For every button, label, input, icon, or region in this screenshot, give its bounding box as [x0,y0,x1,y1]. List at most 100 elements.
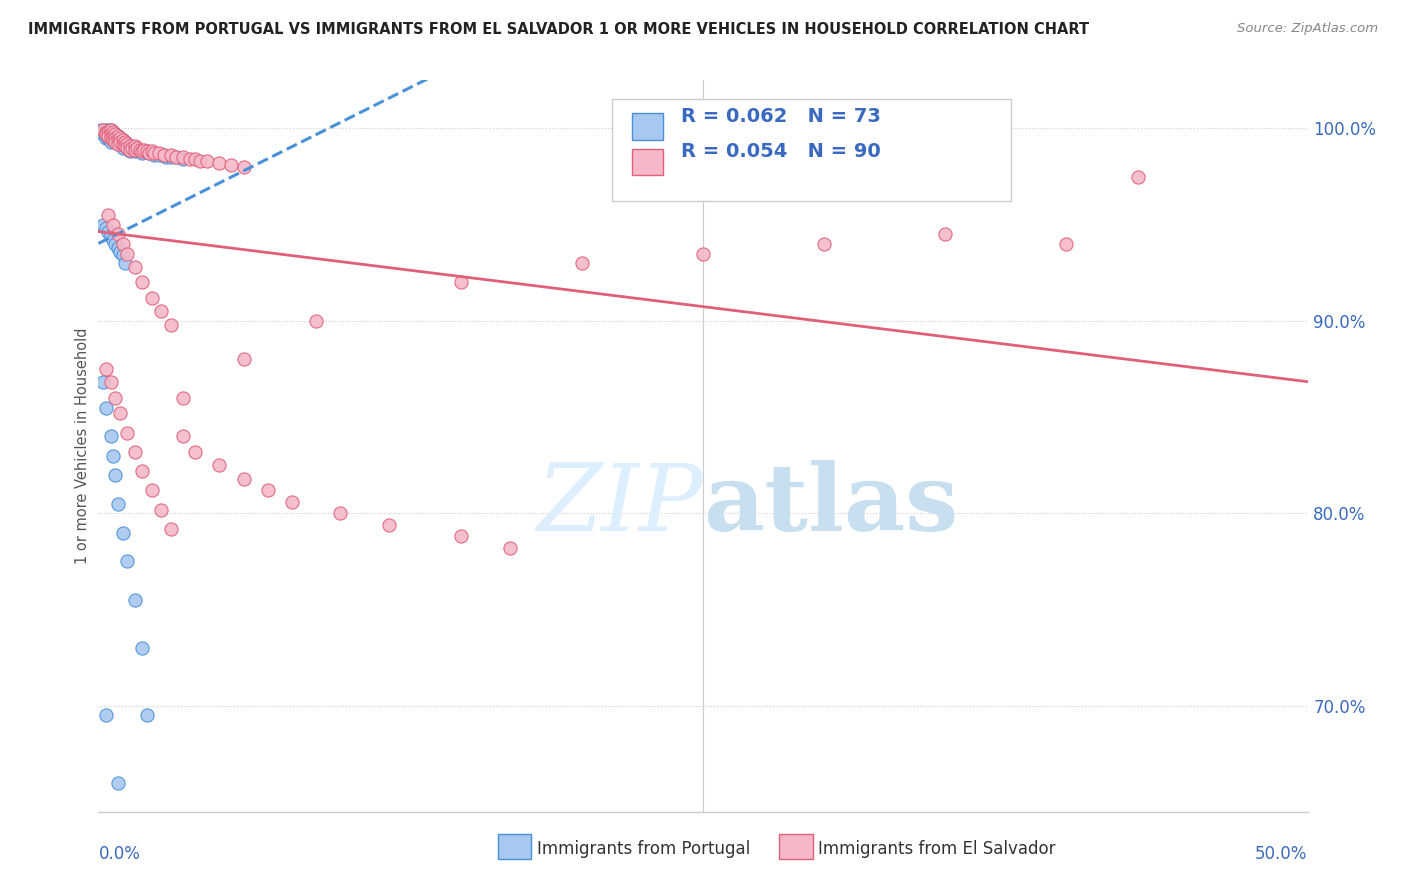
Point [104,127,127,141]
Point [131,276,153,290]
Text: R = 0.062   N = 73: R = 0.062 N = 73 [682,107,882,126]
Y-axis label: 1 or more Vehicles in Household: 1 or more Vehicles in Household [75,327,90,565]
Point [195,154,218,169]
Point [101,129,124,144]
Point [131,641,153,656]
Point [94,127,117,141]
Point [111,248,134,262]
Text: 50.0%: 50.0% [1256,845,1308,863]
Point [124,444,146,458]
Point [114,256,136,270]
Point [94,221,117,235]
Point [104,467,127,482]
Point [305,314,328,328]
Point [104,127,127,141]
Point [117,141,139,155]
Point [97,125,120,139]
Point [100,123,122,137]
Point [127,143,149,157]
Point [94,127,117,141]
Point [143,146,166,161]
Text: atlas: atlas [703,459,959,549]
Text: 0.0%: 0.0% [98,845,141,863]
Point [221,158,243,172]
Point [281,495,304,509]
Point [121,141,143,155]
Text: Source: ZipAtlas.com: Source: ZipAtlas.com [1237,22,1378,36]
Point [172,429,194,443]
Point [107,136,129,151]
FancyBboxPatch shape [613,99,1011,201]
Text: Immigrants from Portugal: Immigrants from Portugal [537,839,751,857]
Point [135,145,157,159]
Text: IMMIGRANTS FROM PORTUGAL VS IMMIGRANTS FROM EL SALVADOR 1 OR MORE VEHICLES IN HO: IMMIGRANTS FROM PORTUGAL VS IMMIGRANTS F… [28,22,1090,37]
Point [111,525,134,540]
Point [107,129,129,144]
Point [101,125,124,139]
Point [107,129,129,144]
Point [100,127,122,141]
Point [107,133,129,147]
Point [1128,169,1150,184]
Point [128,145,150,159]
Point [160,150,183,164]
Point [138,146,160,161]
Point [208,458,231,473]
Point [150,502,173,516]
Point [104,236,127,251]
Point [104,135,127,149]
Point [256,483,278,498]
Point [188,154,211,169]
Point [117,246,139,260]
Point [107,776,129,790]
Point [232,352,254,367]
Point [104,391,127,405]
Point [134,145,156,159]
Point [692,246,714,260]
Point [97,208,120,222]
Point [97,129,120,144]
Point [124,260,146,274]
Point [232,472,254,486]
Point [141,483,163,498]
Point [100,131,122,145]
Point [450,276,472,290]
Point [114,135,136,149]
Point [1054,236,1077,251]
Point [107,227,129,242]
Point [148,146,170,161]
Point [118,138,141,153]
Point [97,127,120,141]
Point [934,227,956,242]
Point [108,406,131,420]
Point [148,148,170,162]
Point [172,391,194,405]
Point [208,156,231,170]
Point [165,150,187,164]
Point [118,143,141,157]
Point [160,522,183,536]
Point [111,136,134,151]
Point [100,123,122,137]
Point [124,138,146,153]
Text: Immigrants from El Salvador: Immigrants from El Salvador [818,839,1056,857]
Point [179,152,201,166]
FancyBboxPatch shape [631,113,664,139]
Point [104,131,127,145]
Point [121,141,143,155]
Point [152,148,174,162]
Point [150,304,173,318]
Point [117,141,139,155]
Point [114,135,136,149]
Point [498,541,520,555]
Point [104,135,127,149]
Point [91,125,114,139]
Point [111,133,134,147]
Point [101,133,124,147]
Point [329,507,352,521]
Point [124,143,146,157]
Point [172,152,194,166]
Point [141,146,163,161]
Point [131,145,153,159]
Point [101,125,124,139]
